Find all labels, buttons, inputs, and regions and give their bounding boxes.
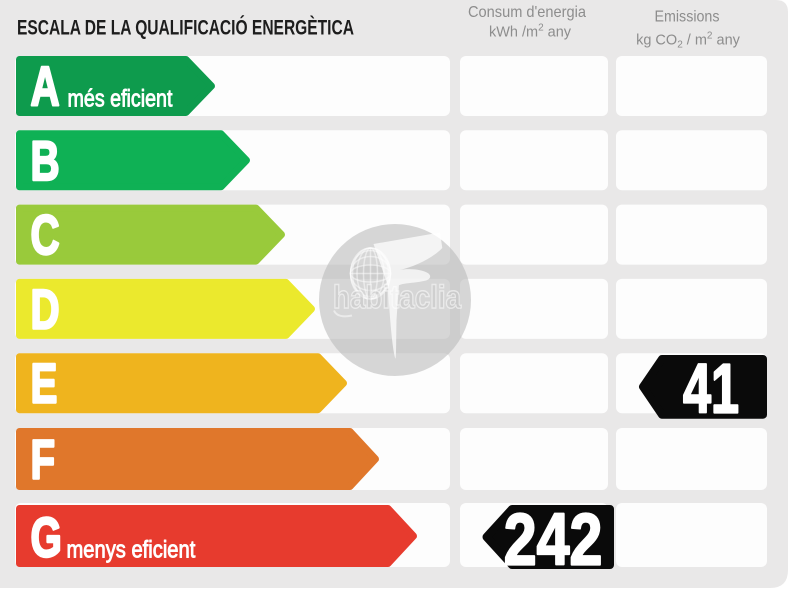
svg-text:G: G [31, 507, 62, 569]
svg-text:242: 242 [504, 500, 603, 581]
svg-text:menys eficient: menys eficient [67, 536, 196, 563]
svg-text:més eficient: més eficient [68, 85, 173, 112]
svg-text:A: A [31, 56, 60, 118]
svg-text:F: F [31, 429, 56, 491]
svg-text:kWh /m2 any: kWh /m2 any [489, 22, 572, 40]
svg-text:41: 41 [683, 349, 739, 427]
svg-text:kg CO2 / m2 any: kg CO2 / m2 any [636, 31, 741, 51]
svg-text:Consum d'energia: Consum d'energia [468, 4, 586, 21]
svg-text:E: E [31, 353, 58, 415]
svg-text:D: D [31, 279, 60, 341]
svg-text:B: B [31, 130, 60, 192]
svg-text:C: C [31, 205, 60, 267]
svg-text:ESCALA DE LA QUALIFICACIÓ ENER: ESCALA DE LA QUALIFICACIÓ ENERGÈTICA [17, 15, 354, 40]
svg-text:Emissions: Emissions [655, 9, 720, 26]
